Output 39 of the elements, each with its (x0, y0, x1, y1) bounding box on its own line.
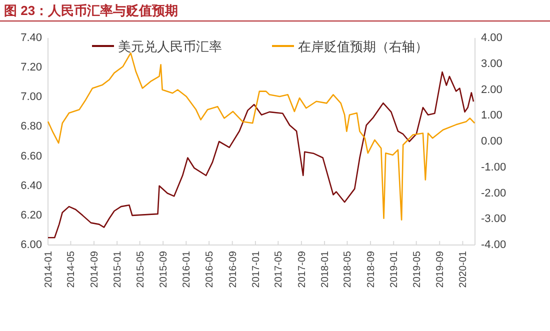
y-tick-label: 7.40 (20, 32, 42, 44)
y2-tick-label: 1.00 (481, 110, 502, 122)
x-tick-label: 2017-05 (274, 250, 285, 288)
x-tick-label: 2020-01 (458, 250, 470, 288)
y-tick-label: 6.40 (20, 180, 42, 192)
y-tick-label: 7.00 (20, 91, 42, 104)
x-tick-label: 2017-09 (296, 250, 308, 288)
y-tick-label: 6.00 (20, 239, 42, 251)
y2-tick-label: -4.00 (481, 239, 506, 251)
x-tick-label: 2019-05 (412, 250, 423, 288)
y2-tick-label: 4.00 (481, 32, 502, 44)
y2-tick-label: -2.00 (481, 187, 506, 200)
x-tick-label: 2014-01 (44, 250, 54, 288)
x-tick-label: 2016-09 (228, 250, 239, 288)
x-tick-label: 2016-05 (204, 250, 216, 288)
x-tick-label: 2015-05 (135, 250, 146, 288)
legend-label: 在岸贬值预期（右轴） (298, 39, 428, 54)
x-tick-label: 2015-09 (158, 250, 170, 288)
x-tick-label: 2018-09 (366, 250, 378, 288)
x-tick-label: 2018-05 (342, 250, 354, 288)
y-tick-label: 6.20 (20, 209, 42, 222)
y2-tick-label: 3.00 (481, 58, 502, 70)
x-tick-label: 2014-05 (66, 250, 78, 288)
y-tick-label: 6.60 (20, 150, 42, 162)
x-tick-label: 2014-09 (89, 250, 100, 288)
y2-tick-label: -1.00 (481, 161, 506, 174)
y-tick-label: 6.80 (20, 120, 42, 133)
y2-tick-label: 0.00 (481, 136, 502, 148)
y2-tick-label: -3.00 (481, 213, 506, 226)
x-tick-label: 2019-09 (435, 250, 446, 288)
x-tick-label: 2018-01 (320, 250, 332, 288)
x-tick-label: 2019-01 (389, 250, 400, 288)
y-tick-label: 7.20 (20, 62, 42, 74)
x-tick-label: 2017-01 (250, 250, 262, 288)
x-tick-label: 2016-01 (182, 250, 193, 288)
y2-tick-label: 2.00 (481, 84, 502, 96)
chart-title: 图 23：人民币汇率与贬值预期 (4, 3, 178, 18)
legend-label: 美元兑人民币汇率 (118, 39, 222, 54)
x-tick-label: 2015-01 (112, 250, 124, 288)
